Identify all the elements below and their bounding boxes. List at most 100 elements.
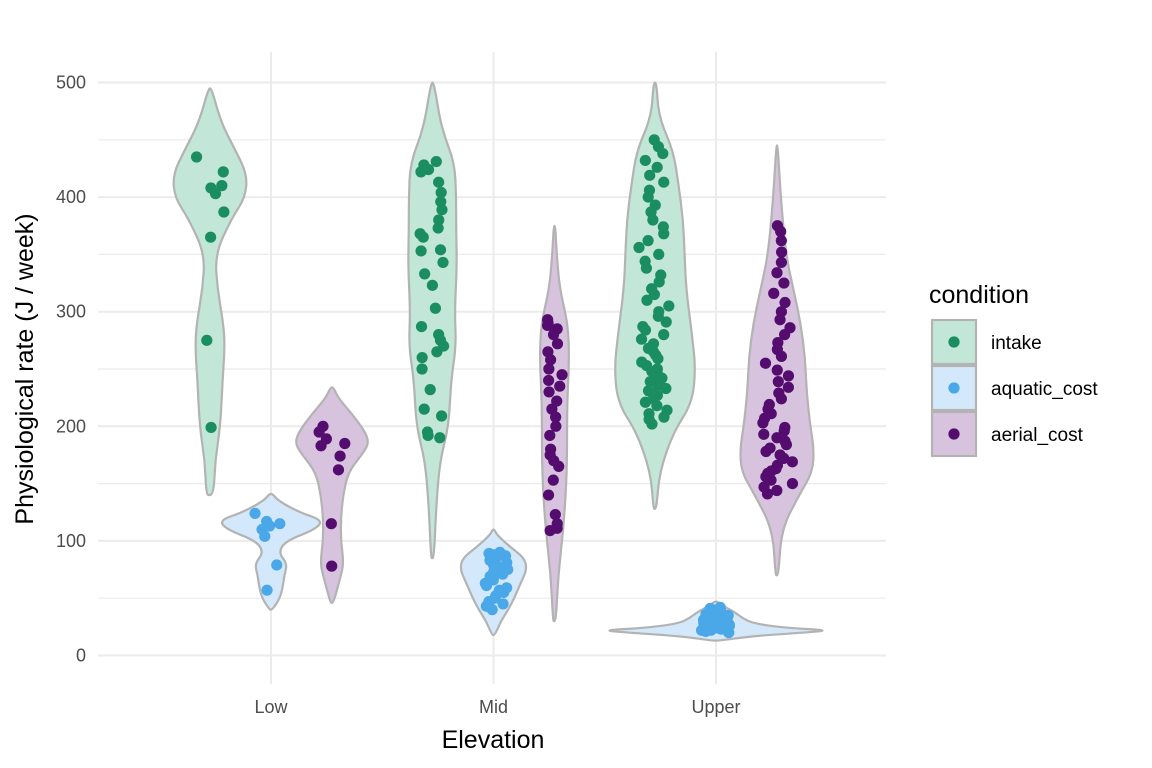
legend-label-aquatic_cost: aquatic_cost <box>991 379 1098 400</box>
point-aerial_cost-upper <box>775 306 788 318</box>
point-aerial_cost-upper <box>773 387 785 399</box>
point-intake-mid <box>437 256 449 269</box>
point-aerial_cost-upper <box>763 398 775 411</box>
point-aerial_cost-upper <box>764 442 776 454</box>
x-axis-title: Elevation <box>442 726 545 754</box>
point-intake-upper <box>637 321 649 333</box>
point-aquatic_cost-low <box>261 515 273 528</box>
point-intake-mid <box>434 432 446 444</box>
point-aerial_cost-upper <box>771 364 783 376</box>
point-aerial_cost-upper <box>779 421 791 434</box>
point-aerial_cost-upper <box>774 449 786 461</box>
point-intake-upper <box>651 363 663 375</box>
violin-aerial_cost-upper <box>739 144 815 577</box>
point-intake-upper <box>653 306 665 318</box>
point-intake-upper <box>643 408 655 420</box>
point-intake-upper <box>658 329 670 341</box>
legend-dot-aerial_cost <box>948 428 960 440</box>
point-aerial_cost-upper <box>786 478 799 490</box>
point-layer <box>190 134 799 639</box>
point-aerial_cost-mid <box>545 443 557 455</box>
legend-key-aerial_cost <box>930 410 978 458</box>
point-aerial_cost-upper <box>771 432 783 444</box>
point-aerial_cost-low <box>317 420 329 432</box>
point-intake-mid <box>435 186 447 199</box>
legend-items: intake aquatic_cost aerial_cost <box>930 318 1098 458</box>
point-intake-upper <box>657 221 669 233</box>
point-intake-mid <box>418 159 430 171</box>
point-intake-upper <box>642 385 655 397</box>
point-aerial_cost-mid <box>556 369 568 381</box>
y-tick-label: 500 <box>56 73 86 93</box>
point-intake-mid <box>421 426 434 438</box>
point-aerial_cost-mid <box>550 420 562 432</box>
point-aerial_cost-mid <box>551 518 563 530</box>
point-aerial_cost-low <box>332 464 345 476</box>
point-aerial_cost-upper <box>759 357 772 369</box>
point-aerial_cost-low <box>339 437 351 450</box>
point-intake-mid <box>418 403 430 415</box>
point-intake-mid <box>430 155 442 168</box>
point-intake-low <box>205 421 217 434</box>
point-aerial_cost-mid <box>542 314 554 326</box>
y-tick-label: 300 <box>56 302 86 322</box>
point-intake-upper <box>661 404 673 416</box>
point-intake-low <box>190 151 203 163</box>
y-tick-label: 0 <box>76 646 86 666</box>
violin-intake-low <box>172 87 248 497</box>
point-intake-mid <box>419 268 431 280</box>
point-aerial_cost-upper <box>786 456 798 468</box>
y-tick-label: 100 <box>56 531 86 551</box>
point-intake-mid <box>415 321 428 333</box>
point-aquatic_cost-low <box>261 584 273 596</box>
point-aerial_cost-mid <box>547 474 559 486</box>
point-intake-mid <box>426 279 438 291</box>
point-aerial_cost-upper <box>771 484 783 497</box>
legend-dot-intake <box>948 336 960 348</box>
point-aerial_cost-upper <box>782 370 795 382</box>
point-intake-low <box>201 334 213 346</box>
point-aerial_cost-upper <box>758 428 770 440</box>
y-axis-title: Physiological rate (J / week) <box>11 213 39 524</box>
point-intake-mid <box>429 302 442 314</box>
legend-dot-aquatic_cost <box>948 382 960 394</box>
point-intake-mid <box>415 245 427 257</box>
point-intake-mid <box>424 384 436 396</box>
point-aerial_cost-mid <box>542 346 554 358</box>
point-intake-upper <box>655 269 667 281</box>
point-aerial_cost-upper <box>778 277 790 289</box>
point-intake-upper <box>644 376 656 388</box>
point-intake-low <box>205 231 217 243</box>
y-tick-label: 400 <box>56 187 86 207</box>
point-aquatic_cost-upper <box>704 602 716 615</box>
point-intake-upper <box>643 184 656 196</box>
point-intake-mid <box>416 351 428 364</box>
point-aerial_cost-mid <box>551 395 563 407</box>
point-intake-upper <box>663 300 675 312</box>
point-aerial_cost-mid <box>544 429 556 442</box>
point-intake-mid <box>433 329 445 341</box>
point-intake-mid <box>432 222 444 234</box>
point-intake-mid <box>435 196 447 208</box>
point-aerial_cost-low <box>334 450 346 462</box>
point-aerial_cost-upper <box>772 337 784 349</box>
point-aerial_cost-upper <box>768 287 780 299</box>
point-aquatic_cost-low <box>271 559 283 571</box>
point-aerial_cost-upper <box>779 296 791 309</box>
point-intake-mid <box>416 363 428 375</box>
point-aerial_cost-low <box>325 518 337 530</box>
point-intake-low <box>218 206 230 218</box>
point-aerial_cost-upper <box>782 381 794 393</box>
point-intake-upper <box>645 283 658 295</box>
point-intake-upper <box>633 241 645 254</box>
point-intake-upper <box>642 235 654 247</box>
x-axis-ticks: Low Mid Upper <box>254 697 740 717</box>
point-aerial_cost-upper <box>775 235 787 247</box>
point-aerial_cost-upper <box>771 267 783 279</box>
point-aerial_cost-low <box>326 560 338 572</box>
legend-label-aerial_cost: aerial_cost <box>991 425 1084 446</box>
y-axis-ticks: 0 100 200 300 400 500 <box>56 73 86 666</box>
point-intake-upper <box>635 333 648 345</box>
point-aerial_cost-upper <box>771 220 784 232</box>
point-intake-mid <box>433 176 445 188</box>
